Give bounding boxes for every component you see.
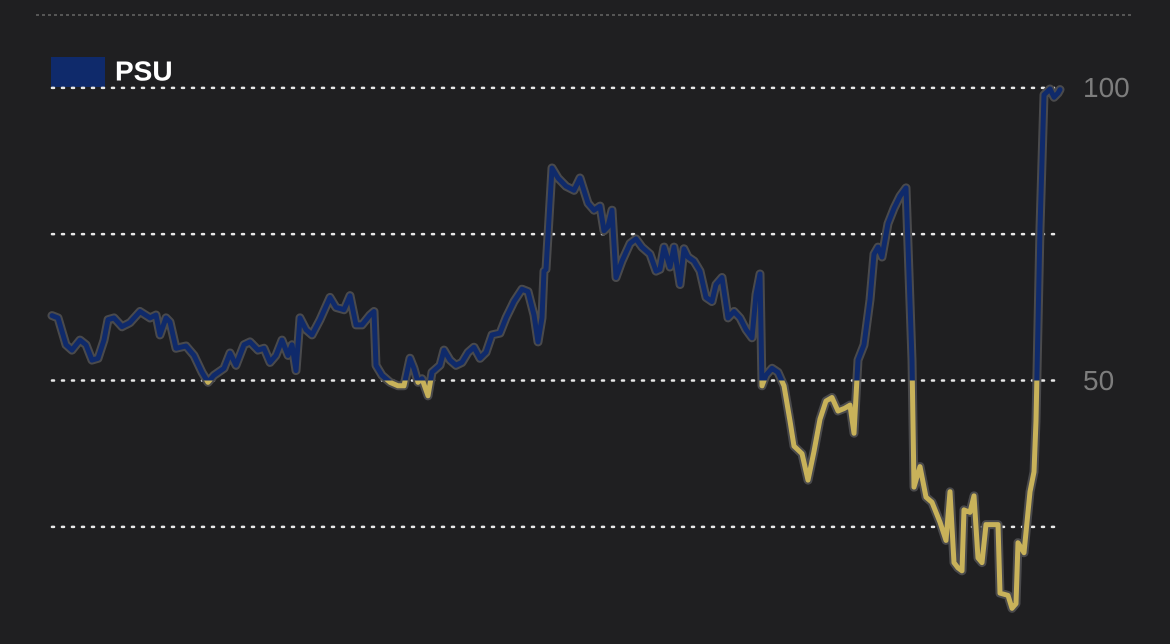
legend-label: PSU (115, 55, 173, 86)
y-tick-label: 50 (1083, 365, 1114, 396)
line-outline (47, 84, 1065, 613)
legend-swatch (51, 57, 105, 87)
line-below (204, 380, 1040, 611)
line-above (49, 86, 1063, 381)
y-tick-label: 100 (1083, 72, 1130, 103)
